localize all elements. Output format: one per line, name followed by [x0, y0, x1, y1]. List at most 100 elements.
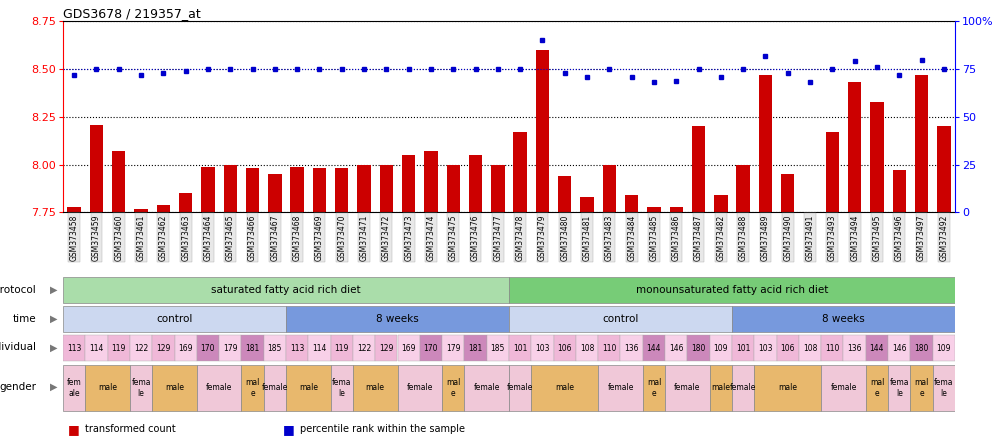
Bar: [580, 197, 594, 212]
Bar: [286, 365, 331, 411]
Text: GSM373482: GSM373482: [716, 214, 725, 261]
Bar: [67, 207, 81, 212]
Bar: [643, 365, 665, 411]
Bar: [781, 174, 794, 212]
Bar: [179, 193, 192, 212]
Bar: [402, 155, 415, 212]
Text: male: male: [366, 383, 385, 392]
Text: GSM373493: GSM373493: [828, 214, 837, 261]
Text: mal
e: mal e: [870, 378, 884, 397]
Bar: [509, 335, 531, 361]
Text: GSM373488: GSM373488: [739, 214, 748, 261]
Bar: [290, 166, 304, 212]
Bar: [513, 132, 527, 212]
Bar: [647, 207, 661, 212]
Bar: [442, 335, 464, 361]
Bar: [732, 335, 754, 361]
Text: GSM373462: GSM373462: [159, 214, 168, 261]
Bar: [732, 365, 754, 411]
Bar: [130, 335, 152, 361]
Text: male: male: [711, 383, 730, 392]
Text: 181: 181: [245, 344, 260, 353]
Text: ■: ■: [283, 423, 295, 436]
Bar: [625, 195, 638, 212]
Bar: [487, 335, 509, 361]
Bar: [380, 165, 393, 212]
Bar: [866, 335, 888, 361]
Bar: [63, 335, 85, 361]
Bar: [63, 306, 286, 332]
Text: GSM373459: GSM373459: [92, 214, 101, 261]
Bar: [424, 151, 438, 212]
Text: 119: 119: [335, 344, 349, 353]
Text: mal
e: mal e: [914, 378, 929, 397]
Bar: [509, 365, 531, 411]
Bar: [469, 155, 482, 212]
Text: female: female: [674, 383, 701, 392]
Bar: [536, 50, 549, 212]
Text: GSM373495: GSM373495: [872, 214, 881, 261]
Text: 129: 129: [156, 344, 171, 353]
Bar: [866, 365, 888, 411]
Text: transformed count: transformed count: [85, 424, 176, 434]
Bar: [821, 365, 866, 411]
Text: 169: 169: [178, 344, 193, 353]
Bar: [576, 335, 598, 361]
Bar: [870, 102, 884, 212]
Bar: [843, 335, 866, 361]
Text: 109: 109: [937, 344, 951, 353]
Bar: [152, 335, 175, 361]
Text: 136: 136: [624, 344, 639, 353]
Text: 114: 114: [312, 344, 327, 353]
Bar: [558, 176, 571, 212]
Bar: [937, 127, 951, 212]
Text: 113: 113: [67, 344, 81, 353]
Text: 146: 146: [892, 344, 906, 353]
Text: GSM373463: GSM373463: [181, 214, 190, 261]
Bar: [714, 195, 728, 212]
Text: fema
le: fema le: [332, 378, 352, 397]
Bar: [197, 335, 219, 361]
Bar: [112, 151, 125, 212]
Text: monounsaturated fatty acid rich diet: monounsaturated fatty acid rich diet: [636, 285, 828, 295]
Bar: [420, 335, 442, 361]
Text: ▶: ▶: [50, 313, 58, 324]
Text: female: female: [607, 383, 634, 392]
Text: GSM373470: GSM373470: [337, 214, 346, 261]
Text: GSM373497: GSM373497: [917, 214, 926, 261]
Bar: [665, 335, 687, 361]
Bar: [620, 335, 643, 361]
Bar: [736, 165, 750, 212]
Text: fema
le: fema le: [890, 378, 909, 397]
Text: mal
e: mal e: [446, 378, 460, 397]
Bar: [224, 165, 237, 212]
Bar: [915, 75, 928, 212]
Text: 101: 101: [513, 344, 527, 353]
Bar: [598, 335, 620, 361]
Text: male: male: [299, 383, 318, 392]
Bar: [710, 365, 732, 411]
Text: fema
le: fema le: [131, 378, 151, 397]
Text: 146: 146: [669, 344, 683, 353]
Bar: [910, 365, 933, 411]
Bar: [134, 209, 148, 212]
Text: GSM373494: GSM373494: [850, 214, 859, 261]
Text: 180: 180: [691, 344, 706, 353]
Bar: [933, 365, 955, 411]
Text: GSM373483: GSM373483: [605, 214, 614, 261]
Text: GSM373490: GSM373490: [783, 214, 792, 261]
Text: 181: 181: [468, 344, 483, 353]
Text: ▶: ▶: [50, 382, 58, 392]
Bar: [531, 335, 554, 361]
Text: female: female: [730, 383, 756, 392]
Text: GSM373491: GSM373491: [806, 214, 815, 261]
Text: 8 weeks: 8 weeks: [376, 314, 419, 324]
Bar: [286, 306, 509, 332]
Text: 185: 185: [491, 344, 505, 353]
Bar: [670, 207, 683, 212]
Bar: [63, 278, 509, 303]
Bar: [357, 165, 371, 212]
Text: time: time: [12, 313, 36, 324]
Text: female: female: [206, 383, 232, 392]
Text: female: female: [507, 383, 533, 392]
